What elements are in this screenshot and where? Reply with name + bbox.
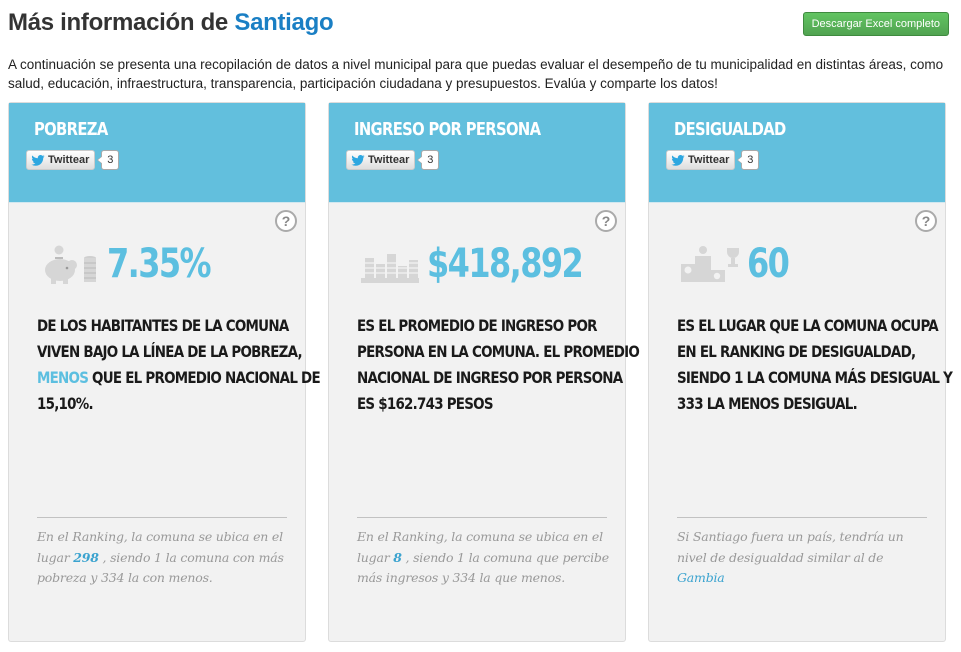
stat-description: DE LOS HABITANTES DE LA COMUNA VIVEN BAJ… — [37, 313, 321, 417]
desc-line: EN EL RANKING DE DESIGUALDAD, — [677, 342, 916, 361]
tweet-count: 3 — [737, 150, 760, 170]
desc-line-rest: QUE EL PROMEDIO NACIONAL DE — [88, 368, 321, 387]
ranking-position: 298 — [73, 549, 99, 565]
tweet-widget: Twittear 3 — [346, 150, 625, 170]
stat-value: 60 — [747, 241, 790, 287]
note-text: En el Ranking, la comuna se ubica en el … — [357, 529, 603, 565]
tweet-label: Twittear — [688, 154, 730, 166]
desc-line: PERSONA EN LA COMUNA. EL PROMEDIO — [357, 342, 640, 361]
highlight-word: MENOS — [37, 368, 89, 387]
divider — [677, 517, 927, 518]
tweet-label: Twittear — [48, 154, 90, 166]
card-header: INGRESO POR PERSONA Twittear 3 — [329, 103, 625, 203]
tweet-count: 3 — [97, 150, 120, 170]
page-title: Más información de Santiago — [8, 8, 953, 38]
country-comparison-note: Si Santiago fuera un país, tendría un ni… — [677, 527, 932, 589]
download-excel-button[interactable]: Descargar Excel completo — [802, 12, 949, 36]
tweet-button[interactable]: Twittear — [26, 150, 96, 170]
country-link[interactable]: Gambia — [677, 570, 725, 585]
note-text: , siendo 1 la comuna con más pobreza y 3… — [37, 549, 284, 586]
divider — [357, 517, 607, 518]
note-text: , siendo 1 la comuna que percibe más ing… — [357, 549, 609, 586]
intro-text: A continuación se presenta una recopilac… — [8, 57, 944, 91]
card-title: DESIGUALDAD — [674, 119, 786, 140]
stat-description: ES EL PROMEDIO DE INGRESO POR PERSONA EN… — [357, 313, 640, 417]
card-ingreso: INGRESO POR PERSONA Twittear 3 ? $418,89… — [328, 102, 640, 642]
tweet-count: 3 — [417, 150, 440, 170]
stat-row: 7.35% — [39, 239, 236, 289]
podium-trophy-icon — [681, 246, 739, 282]
card-pobreza: POBREZA Twittear 3 ? 7.35% DE — [8, 102, 321, 642]
card-header: DESIGUALDAD Twittear 3 — [649, 103, 945, 203]
tweet-label: Twittear — [368, 154, 410, 166]
twitter-bird-icon — [671, 154, 685, 166]
stat-description: ES EL LUGAR QUE LA COMUNA OCUPA EN EL RA… — [677, 313, 953, 417]
divider — [37, 517, 287, 518]
help-icon[interactable]: ? — [595, 210, 617, 232]
card-desigualdad: DESIGUALDAD Twittear 3 ? 60 ES EL LUGAR … — [648, 102, 953, 642]
ranking-note: En el Ranking, la comuna se ubica en el … — [357, 527, 612, 589]
ranking-position: 8 — [393, 549, 402, 565]
card-title: INGRESO POR PERSONA — [354, 119, 541, 140]
city-name: Santiago — [234, 9, 334, 36]
page-header: Más información de Santiago Descargar Ex… — [8, 8, 953, 40]
twitter-bird-icon — [351, 154, 365, 166]
desc-line: SIENDO 1 LA COMUNA MÁS DESIGUAL Y — [677, 368, 953, 387]
desc-line: ES EL LUGAR QUE LA COMUNA OCUPA — [677, 316, 939, 335]
stat-value: 7.35% — [107, 241, 212, 287]
tweet-button[interactable]: Twittear — [666, 150, 736, 170]
card-header: POBREZA Twittear 3 — [9, 103, 305, 203]
tweet-widget: Twittear 3 — [666, 150, 945, 170]
help-icon[interactable]: ? — [915, 210, 937, 232]
desc-line: NACIONAL DE INGRESO POR PERSONA — [357, 368, 623, 387]
title-prefix: Más información de — [8, 9, 228, 36]
stat-row: $418,892 — [359, 239, 621, 289]
ranking-note: En el Ranking, la comuna se ubica en el … — [37, 527, 292, 589]
stat-row: 60 — [679, 239, 799, 289]
tweet-button[interactable]: Twittear — [346, 150, 416, 170]
desc-line: 15,10%. — [37, 394, 94, 413]
piggy-bank-coins-icon — [45, 245, 96, 284]
card-title: POBREZA — [34, 119, 108, 140]
help-icon[interactable]: ? — [275, 210, 297, 232]
desc-line: ES EL PROMEDIO DE INGRESO POR — [357, 316, 597, 335]
coin-stacks-icon — [361, 254, 419, 283]
tweet-widget: Twittear 3 — [26, 150, 305, 170]
note-text: En el Ranking, la comuna se ubica en el … — [37, 529, 283, 565]
stat-value: $418,892 — [427, 241, 584, 287]
desc-line: DE LOS HABITANTES DE LA COMUNA — [37, 316, 289, 335]
desc-line: ES $162.743 PESOS — [357, 394, 494, 413]
twitter-bird-icon — [31, 154, 45, 166]
desc-line: MENOS QUE EL PROMEDIO NACIONAL DE — [37, 365, 321, 391]
desc-line: VIVEN BAJO LA LÍNEA DE LA POBREZA, — [37, 342, 303, 361]
note-text: Si Santiago fuera un país, tendría un ni… — [677, 529, 904, 565]
desc-line: 333 LA MENOS DESIGUAL. — [677, 394, 858, 413]
